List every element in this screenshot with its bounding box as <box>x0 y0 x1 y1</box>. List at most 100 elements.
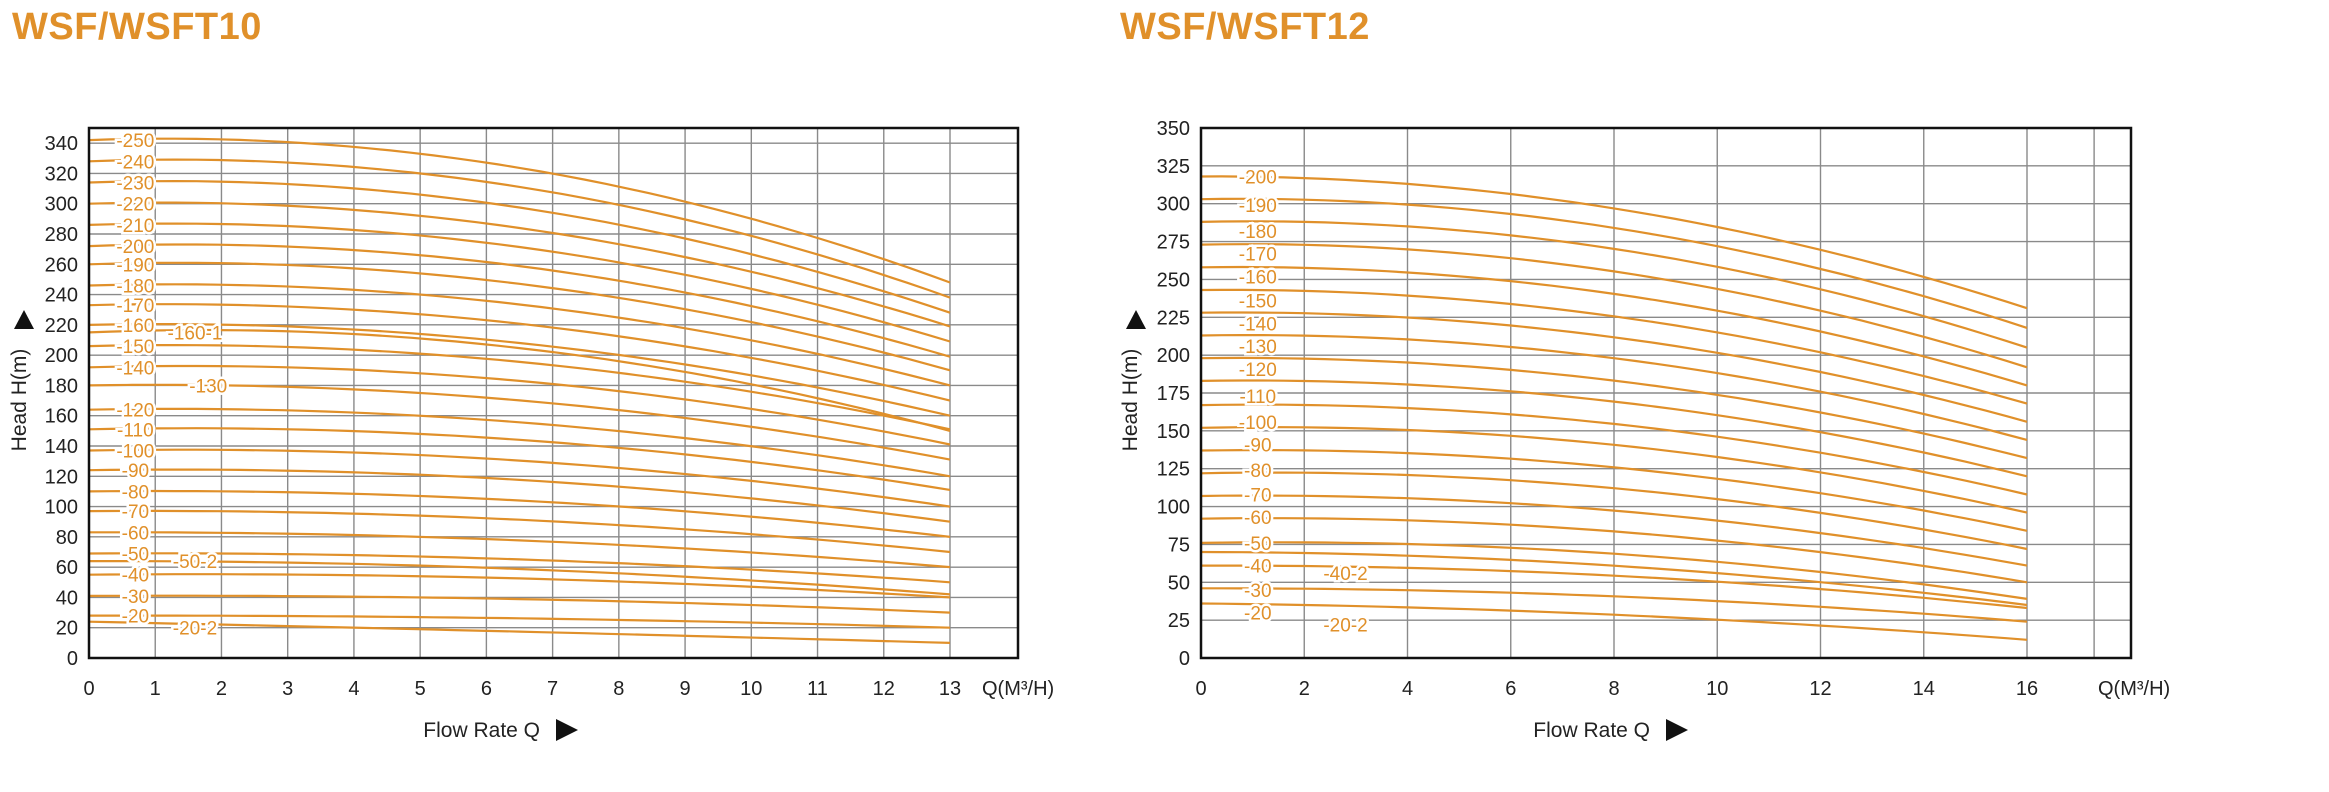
curve-wsft12-120 <box>1201 356 2028 460</box>
y-tick-label: 25 <box>1168 610 1190 632</box>
curve-label: -190 <box>116 255 154 276</box>
x-tick-label: 0 <box>1195 678 1206 700</box>
y-tick-label: 175 <box>1157 383 1190 405</box>
curve-wsft12-90 <box>1201 425 2028 514</box>
y-tick-label: 280 <box>45 224 78 246</box>
curve-label: -160-1 <box>168 323 223 344</box>
y-tick-label: 75 <box>1168 534 1190 556</box>
curve-wsft12-20-2 <box>1201 602 2028 641</box>
curve-wsft12-180 <box>1201 220 2028 349</box>
curve-label: -120 <box>1239 360 1277 381</box>
curve-wsft12-170 <box>1201 243 2028 369</box>
x-tick-label: 13 <box>939 678 961 700</box>
curve-label: -210 <box>116 216 154 237</box>
curve-label: -60 <box>1244 508 1271 529</box>
y-axis-arrow-icon <box>14 310 34 329</box>
x-axis-title: Flow Rate Q <box>1533 719 1650 742</box>
curve-label: -200 <box>1239 167 1277 188</box>
x-tick-label: 12 <box>1809 678 1831 700</box>
curve-label: -160 <box>116 316 154 337</box>
y-tick-label: 320 <box>45 163 78 185</box>
curve-wsft12-50 <box>1201 517 2028 584</box>
y-tick-label: 225 <box>1157 307 1190 329</box>
y-tick-label: 260 <box>45 254 78 276</box>
curve-wsft10-150 <box>89 344 951 431</box>
curve-label: -70 <box>1244 485 1271 506</box>
curve-wsft12-80 <box>1201 449 2028 532</box>
y-tick-label: 100 <box>45 497 78 519</box>
y-tick-label: 220 <box>45 315 78 337</box>
x-axis-title: Flow Rate Q <box>423 719 540 742</box>
curve-wsft10-160-1 <box>89 328 951 432</box>
curve-label: -220 <box>116 195 154 216</box>
y-tick-label: 160 <box>45 406 78 428</box>
y-axis-title: Head H(m) <box>1119 349 1142 452</box>
curve-wsft10-90 <box>89 468 951 523</box>
curve-label: -80 <box>1244 461 1271 482</box>
curve-wsft10-70 <box>89 509 951 554</box>
x-tick-label: 16 <box>2016 678 2038 700</box>
curve-wsft10-130 <box>89 383 951 461</box>
x-tick-label: 5 <box>415 678 426 700</box>
curve-label: -20-2 <box>173 619 217 640</box>
curve-wsft12-40-2 <box>1201 550 2028 607</box>
curve-wsft10-170 <box>89 303 951 402</box>
curve-label: -160 <box>1239 267 1277 288</box>
y-tick-label: 180 <box>45 375 78 397</box>
curve-label: -110 <box>117 420 154 441</box>
x-tick-label: 3 <box>282 678 293 700</box>
plot-frame <box>1199 126 2133 660</box>
y-tick-label: 125 <box>1157 459 1190 481</box>
x-axis-arrow-icon <box>1666 719 1688 741</box>
y-axis-arrow-icon <box>1126 310 1146 329</box>
curve-label: -20 <box>1244 604 1271 625</box>
x-tick-label: 9 <box>680 678 691 700</box>
x-tick-label: 8 <box>613 678 624 700</box>
x-tick-label: 12 <box>873 678 895 700</box>
x-tick-label: 4 <box>348 678 359 700</box>
x-axis-arrow-icon <box>556 719 578 741</box>
curve-wsft10-210 <box>89 222 951 343</box>
curve-wsft12-140 <box>1201 311 2028 423</box>
curve-wsft10-30 <box>89 594 951 614</box>
y-tick-label: 350 <box>1157 118 1190 140</box>
curve-label: -100 <box>116 442 154 463</box>
curve-label: -130 <box>189 376 227 397</box>
y-tick-label: 300 <box>1157 194 1190 216</box>
curve-label: -20-2 <box>1323 616 1367 637</box>
curve-label: -130 <box>1239 337 1277 358</box>
curve-wsft10-140 <box>89 364 951 446</box>
curve-wsft10-220 <box>89 201 951 328</box>
curve-label: -80 <box>122 482 149 503</box>
curve-wsft12-100 <box>1201 403 2028 496</box>
curve-label: -40 <box>1244 557 1271 578</box>
x-tick-label: 14 <box>1913 678 1935 700</box>
x-tick-label: 0 <box>83 678 94 700</box>
curve-label: -140 <box>1239 314 1277 335</box>
y-tick-label: 340 <box>45 133 78 155</box>
curve-wsft10-180 <box>89 283 951 387</box>
curve-label: -100 <box>1239 413 1277 434</box>
y-tick-label: 100 <box>1157 497 1190 519</box>
x-tick-label: 6 <box>1505 678 1516 700</box>
y-axis-title: Head H(m) <box>8 349 31 452</box>
y-tick-label: 150 <box>1157 421 1190 443</box>
y-tick-label: 0 <box>67 648 78 670</box>
y-tick-label: 50 <box>1168 572 1190 594</box>
x-tick-label: 4 <box>1402 678 1413 700</box>
curve-wsft10-110 <box>89 427 951 491</box>
curve-label: -90 <box>1244 435 1271 456</box>
curve-wsft10-230 <box>89 179 951 314</box>
x-unit-label: Q(M³/H) <box>2098 678 2170 700</box>
y-tick-label: 275 <box>1157 232 1190 254</box>
y-tick-label: 240 <box>45 285 78 307</box>
curve-label: -90 <box>122 461 149 482</box>
curve-wsft10-60 <box>89 531 951 569</box>
curve-wsft12-150 <box>1201 288 2028 405</box>
x-tick-label: 1 <box>150 678 161 700</box>
y-tick-label: 60 <box>56 557 78 579</box>
curve-wsft10-80 <box>89 489 951 538</box>
plot-frame <box>87 126 1020 660</box>
x-tick-label: 10 <box>740 678 762 700</box>
y-tick-label: 0 <box>1179 648 1190 670</box>
